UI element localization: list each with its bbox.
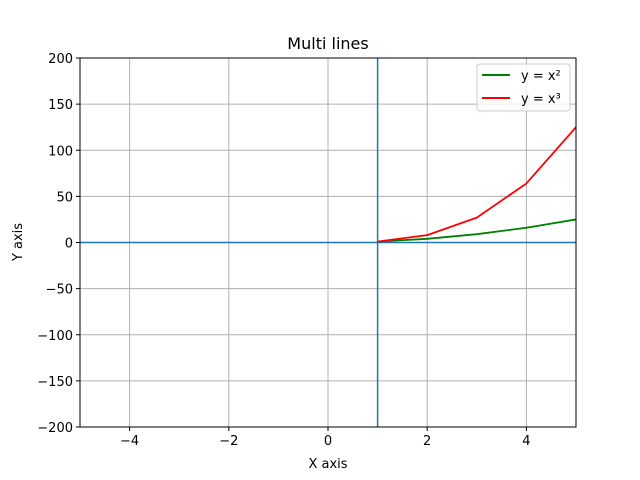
legend: y = x² y = x³ <box>476 63 571 112</box>
y-tick-label: −50 <box>46 283 73 298</box>
x-tick-label: −2 <box>219 434 238 449</box>
y-axis-label: Y axis <box>11 223 26 262</box>
x-tick-label: −4 <box>120 434 139 449</box>
reference-lines <box>80 58 576 427</box>
y-tick-label: −100 <box>37 329 73 344</box>
x-axis-label: X axis <box>308 457 347 472</box>
legend-label: y = x² <box>521 69 561 84</box>
chart-title: Multi lines <box>287 34 368 53</box>
y-tick-label: 200 <box>48 52 73 67</box>
y-tick-label: 50 <box>56 190 73 205</box>
y-tick-label: 150 <box>48 98 73 113</box>
y-tick-label: −200 <box>37 421 73 436</box>
x-tick-label: 4 <box>522 434 530 449</box>
y-tick-label: 0 <box>65 237 73 252</box>
series-group <box>377 126 577 243</box>
x-tick-label: 2 <box>423 434 431 449</box>
y-tick-label: 100 <box>48 144 73 159</box>
x-tick-label: 0 <box>324 434 332 449</box>
x-axis-ticks: −4 −2 0 2 4 <box>120 427 531 449</box>
series-line <box>377 126 577 243</box>
legend-label: y = x³ <box>521 92 561 107</box>
y-tick-label: −150 <box>37 375 73 390</box>
series-line <box>377 218 577 243</box>
y-axis-ticks: −200 −150 −100 −50 0 50 100 150 200 <box>37 52 80 436</box>
